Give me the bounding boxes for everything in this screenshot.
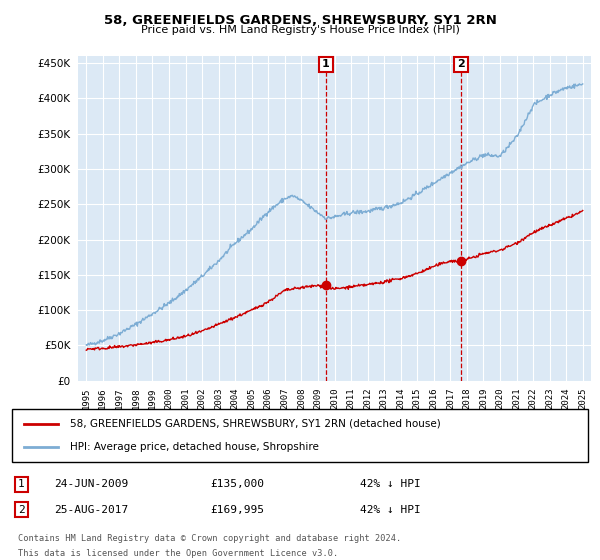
Text: 42% ↓ HPI: 42% ↓ HPI bbox=[360, 505, 421, 515]
Text: 58, GREENFIELDS GARDENS, SHREWSBURY, SY1 2RN (detached house): 58, GREENFIELDS GARDENS, SHREWSBURY, SY1… bbox=[70, 419, 440, 429]
Text: £169,995: £169,995 bbox=[210, 505, 264, 515]
Text: £135,000: £135,000 bbox=[210, 479, 264, 489]
Text: 25-AUG-2017: 25-AUG-2017 bbox=[54, 505, 128, 515]
Text: Price paid vs. HM Land Registry's House Price Index (HPI): Price paid vs. HM Land Registry's House … bbox=[140, 25, 460, 35]
Text: 1: 1 bbox=[18, 479, 25, 489]
Text: 1: 1 bbox=[322, 59, 330, 69]
Text: 24-JUN-2009: 24-JUN-2009 bbox=[54, 479, 128, 489]
Text: HPI: Average price, detached house, Shropshire: HPI: Average price, detached house, Shro… bbox=[70, 442, 319, 452]
Text: Contains HM Land Registry data © Crown copyright and database right 2024.: Contains HM Land Registry data © Crown c… bbox=[18, 534, 401, 543]
Text: 2: 2 bbox=[18, 505, 25, 515]
Text: 42% ↓ HPI: 42% ↓ HPI bbox=[360, 479, 421, 489]
Text: This data is licensed under the Open Government Licence v3.0.: This data is licensed under the Open Gov… bbox=[18, 549, 338, 558]
FancyBboxPatch shape bbox=[12, 409, 588, 462]
Text: 58, GREENFIELDS GARDENS, SHREWSBURY, SY1 2RN: 58, GREENFIELDS GARDENS, SHREWSBURY, SY1… bbox=[104, 14, 496, 27]
Text: 2: 2 bbox=[457, 59, 465, 69]
